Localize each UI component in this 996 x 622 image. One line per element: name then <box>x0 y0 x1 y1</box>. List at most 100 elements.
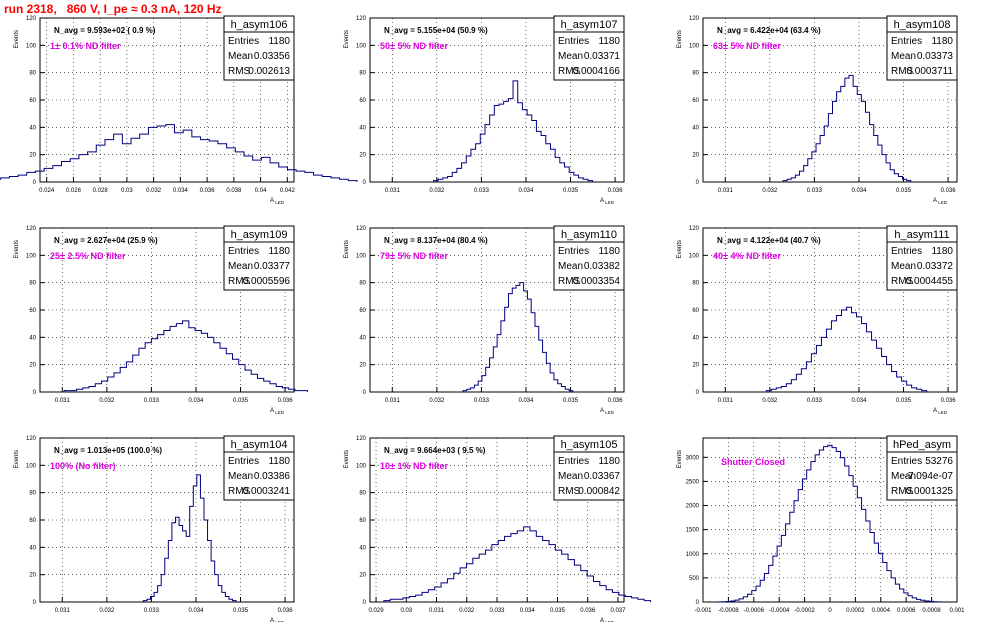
y-axis-label: Events <box>14 30 20 48</box>
x-tick-label: 0.034 <box>520 608 536 614</box>
x-tick-label: 0.028 <box>93 188 109 194</box>
navg-label: N_avg = 1.013e+05 (100.0 %) <box>54 446 162 455</box>
x-tick-label: 0.036 <box>278 608 294 614</box>
x-tick-label: 0.036 <box>580 608 596 614</box>
navg-label: N_avg = 5.155e+04 (50.9 %) <box>384 26 488 35</box>
histogram-series <box>433 80 594 182</box>
x-tick-label: 0.03 <box>400 608 412 614</box>
histogram-name: h_asym104 <box>231 439 288 451</box>
y-tick-label: 1000 <box>686 552 700 558</box>
y-tick-label: 120 <box>356 436 367 442</box>
y-tick-label: 20 <box>692 363 699 369</box>
histogram-name: h_asym107 <box>561 19 618 31</box>
y-tick-label: 0 <box>696 600 700 606</box>
y-tick-label: 60 <box>359 98 366 104</box>
histogram-name: h_asym109 <box>231 229 288 241</box>
x-tick-label: -0.0002 <box>794 608 815 614</box>
x-tick-label: 0.031 <box>429 608 445 614</box>
y-axis-label: Events <box>14 240 20 258</box>
histogram-series <box>142 474 237 602</box>
histogram-panel-h_asym105: 0.029 0.03 0.031 0.032 0.033 0.034 0.035 0.036 0… <box>344 435 652 622</box>
y-tick-label: 0 <box>363 600 367 606</box>
y-tick-label: 80 <box>692 281 699 287</box>
stats-key: RMS <box>558 66 581 77</box>
stats-key: RMS <box>228 486 251 497</box>
stats-value: 1180 <box>268 456 290 467</box>
histogram-series <box>765 306 928 392</box>
y-tick-label: 120 <box>26 436 37 442</box>
histogram-name: h_asym110 <box>561 229 617 241</box>
x-tick-label: 0.036 <box>200 188 216 194</box>
stats-key: Mean <box>891 261 916 272</box>
x-tick-label: 0.032 <box>459 608 475 614</box>
x-tick-label: 0.036 <box>278 398 294 404</box>
stats-value: 0.03367 <box>584 471 621 482</box>
x-axis-label: A LED <box>270 618 285 622</box>
stats-box <box>223 31 295 81</box>
filter-label: 79± 5% ND filter <box>380 251 448 261</box>
histogram-panel-hPed_asym: -0.001 -0.0008 -0.0006 -0.0004 -0.0002 0 0.000… <box>677 435 965 614</box>
y-tick-label: 0 <box>33 600 37 606</box>
stats-key: RMS <box>558 486 581 497</box>
stats-key: Entries <box>891 456 922 467</box>
y-tick-label: 40 <box>29 545 36 551</box>
histogram-panel-h_asym106: 0.024 0.026 0.028 0.03 0.032 0.034 0.036 0.038 0… <box>0 15 358 205</box>
histogram-name: h_asym105 <box>561 439 618 451</box>
stats-value: 0.03377 <box>254 261 291 272</box>
filter-label: 100% (No filter) <box>50 461 116 471</box>
histogram-panel-h_asym111: 0.031 0.032 0.033 0.034 0.035 0.036 0 20 40 60 80 1… <box>677 225 958 415</box>
stats-key: Entries <box>891 36 922 47</box>
stats-key: RMS <box>891 486 914 497</box>
x-axis-label: A LED <box>933 408 948 415</box>
y-tick-label: 40 <box>359 335 366 341</box>
stats-key: Mean <box>891 51 916 62</box>
histogram-panel-h_asym109: 0.031 0.032 0.033 0.034 0.035 0.036 0 20 40 60 80 1… <box>14 225 308 415</box>
y-tick-label: 0 <box>696 180 700 186</box>
x-tick-label: 0.035 <box>896 188 912 194</box>
y-tick-label: 1500 <box>686 528 700 534</box>
stats-key: Entries <box>228 36 259 47</box>
x-tick-label: 0.031 <box>55 608 71 614</box>
y-axis-label: Events <box>677 240 683 258</box>
y-tick-label: 120 <box>356 226 367 232</box>
x-tick-label: 0.034 <box>518 398 534 404</box>
y-tick-label: 100 <box>356 463 367 469</box>
y-axis-label: Events <box>677 450 683 468</box>
stats-key: Mean <box>228 261 253 272</box>
navg-label: N_avg = 9.664e+03 ( 9.5 %) <box>384 446 486 455</box>
y-axis-label: Events <box>344 30 350 48</box>
x-axis-label: A LED <box>933 198 948 205</box>
x-tick-label: 0.04 <box>255 188 267 194</box>
x-tick-label: 0.036 <box>608 188 624 194</box>
stats-box <box>553 31 625 81</box>
y-tick-label: 60 <box>29 98 36 104</box>
histogram-name: h_asym111 <box>894 229 949 241</box>
x-tick-label: 0.035 <box>233 608 249 614</box>
x-tick-label: 0.035 <box>233 398 249 404</box>
stats-box <box>886 451 958 501</box>
histogram-panel-h_asym107: 0.031 0.032 0.033 0.034 0.035 0.036 0 20 40 60 80 1… <box>344 15 625 205</box>
y-tick-label: 100 <box>689 253 700 259</box>
stats-value: 1180 <box>268 36 290 47</box>
y-tick-label: 40 <box>359 545 366 551</box>
filter-label: 50± 5% ND filter <box>380 41 448 51</box>
stats-box <box>223 241 295 291</box>
stats-key: Mean <box>558 471 583 482</box>
filter-label: 40± 4% ND filter <box>713 251 781 261</box>
y-tick-label: 80 <box>359 281 366 287</box>
stats-key: RMS <box>891 66 914 77</box>
stats-value: -7.094e-07 <box>905 471 954 482</box>
x-tick-label: 0.033 <box>144 608 160 614</box>
x-tick-label: 0.024 <box>39 188 55 194</box>
y-tick-label: 60 <box>29 308 36 314</box>
x-tick-label: 0.031 <box>385 188 401 194</box>
stats-key: Entries <box>558 246 589 257</box>
y-tick-label: 40 <box>29 335 36 341</box>
y-tick-label: 2000 <box>686 504 700 510</box>
navg-label: N_avg = 2.627e+04 (25.9 %) <box>54 236 158 245</box>
stats-key: RMS <box>228 66 251 77</box>
stats-value: 0.03371 <box>584 51 621 62</box>
x-tick-label: -0.001 <box>694 608 712 614</box>
filter-label: 10± 1% ND filter <box>380 461 448 471</box>
